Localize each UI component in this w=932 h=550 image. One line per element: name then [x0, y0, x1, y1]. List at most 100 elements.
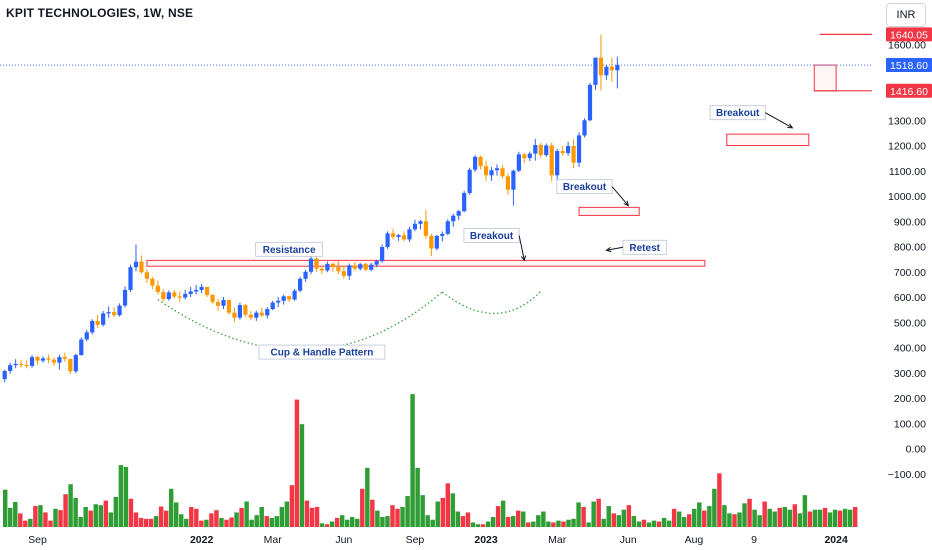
support-price-tag: [886, 83, 932, 98]
candle-body: [587, 84, 593, 121]
candle-body: [46, 358, 51, 360]
candle-body: [314, 258, 319, 269]
volume-bar: [375, 510, 380, 527]
volume-bar: [184, 518, 189, 527]
volume-bar: [757, 515, 762, 527]
candle-body: [527, 153, 532, 159]
volume-bar: [656, 521, 662, 527]
candle-body: [538, 144, 543, 156]
volume-bar: [249, 519, 254, 527]
candle-body: [505, 176, 511, 190]
volume-bar: [400, 506, 405, 527]
volume-bar: [68, 484, 73, 527]
volume-bar: [148, 518, 154, 527]
volume-bar: [239, 507, 244, 527]
candle-body: [215, 302, 221, 306]
candle-body: [429, 235, 434, 249]
annotation-arrow: [606, 246, 624, 251]
annotation-arrowhead: [520, 255, 527, 262]
candle-body: [287, 296, 292, 300]
candle-body: [385, 233, 390, 248]
volume-bar: [641, 519, 647, 527]
volume-bar: [324, 524, 330, 527]
volume-bar: [355, 518, 360, 527]
candle-body: [150, 278, 155, 286]
candle-body: [226, 300, 232, 313]
volume-bar: [455, 511, 461, 527]
volume-bar: [390, 505, 395, 527]
volume-bar: [661, 517, 667, 527]
candle-body: [13, 363, 18, 366]
zone-box: [813, 64, 837, 92]
volume-bar: [847, 509, 853, 527]
volume-bar: [460, 516, 466, 527]
candle-body: [303, 271, 308, 279]
volume-bar: [526, 522, 531, 527]
candle-body: [84, 332, 89, 340]
volume-bar: [410, 394, 415, 527]
candle-body: [117, 305, 122, 316]
volume-bar: [73, 497, 78, 527]
volume-bar: [576, 502, 581, 527]
volume-bar: [536, 515, 541, 527]
volume-bar: [631, 516, 637, 527]
volume-bar: [350, 516, 355, 527]
candle-body: [194, 289, 199, 292]
volume-bar: [83, 506, 88, 527]
currency-button[interactable]: INR: [886, 3, 926, 27]
volume-bar: [586, 522, 591, 527]
last-price-tag: [886, 58, 932, 73]
volume-bar: [123, 466, 129, 527]
volume-bar: [294, 399, 300, 527]
volume-bar: [174, 502, 179, 527]
candle-body: [297, 278, 303, 291]
candle-body: [401, 235, 407, 240]
annotation-arrow: [611, 186, 629, 206]
candle-body: [478, 156, 483, 167]
volume-bar: [822, 507, 828, 527]
annotation-arrowhead: [605, 246, 612, 253]
x-tick-label: Aug: [685, 534, 704, 546]
volume-bar: [505, 516, 511, 527]
candle-body: [128, 267, 133, 290]
volume-bar: [777, 507, 782, 527]
candle-body: [566, 146, 571, 154]
candle-body: [440, 233, 445, 236]
volume-bar: [153, 516, 159, 527]
candle-body: [467, 169, 472, 193]
volume-bar: [18, 513, 23, 527]
candle-body: [582, 120, 587, 136]
candle-body: [555, 151, 560, 176]
y-tick-label: 1300.00: [888, 115, 926, 127]
candle-body: [254, 312, 259, 318]
volume-bar: [516, 510, 521, 527]
candle-body: [489, 170, 494, 176]
candle-body: [73, 355, 78, 372]
candle-body: [62, 357, 67, 359]
candle-body: [511, 170, 516, 190]
volume-bar: [440, 497, 445, 527]
candle-body: [598, 57, 604, 76]
candle-body: [259, 312, 264, 316]
candle-body: [522, 154, 527, 159]
volume-bar: [133, 512, 139, 527]
candle-body: [396, 235, 401, 237]
volume-bar: [470, 522, 476, 527]
volume-bar: [380, 516, 385, 527]
y-tick-label: 700.00: [894, 267, 926, 279]
support-price-label: 1416.60: [890, 86, 928, 98]
candle-body: [8, 365, 13, 371]
candle-body: [166, 292, 171, 300]
candle-body: [462, 192, 467, 212]
volume-bar: [209, 513, 214, 527]
y-tick-label: 1000.00: [888, 191, 926, 203]
candle-body: [352, 265, 357, 269]
chart-title: KPIT TECHNOLOGIES, 1W, NSE: [6, 6, 194, 20]
volume-bar: [163, 510, 169, 527]
candle-body: [237, 305, 243, 318]
handle-curve: [441, 291, 542, 314]
candle-body: [265, 309, 270, 316]
volume-bar: [626, 505, 632, 527]
